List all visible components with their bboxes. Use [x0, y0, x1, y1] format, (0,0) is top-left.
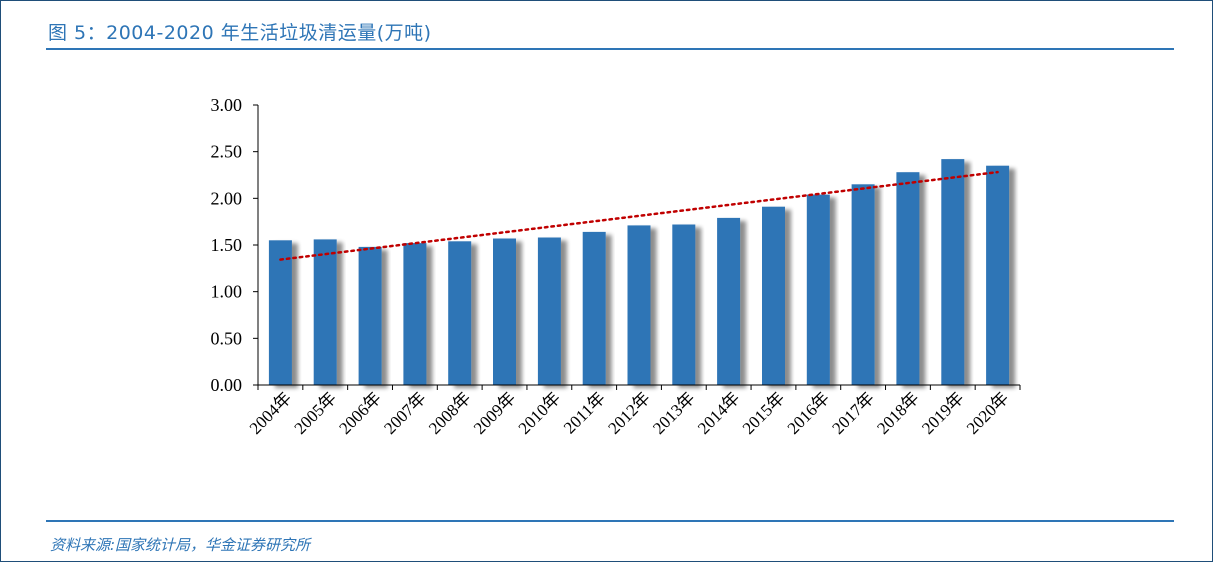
x-tick-label: 2020年 [963, 388, 1012, 437]
bar [268, 240, 292, 385]
bars-layer [268, 159, 1010, 385]
bar-chart: 0.000.501.001.502.002.503.002004年2005年20… [211, 95, 1021, 438]
bar [403, 243, 427, 385]
x-tick-label: 2011年 [560, 388, 609, 437]
trendline-layer [279, 170, 999, 261]
bar [313, 239, 337, 385]
x-tick-label: 2019年 [918, 388, 967, 437]
x-tick-label: 2017年 [828, 388, 877, 437]
x-tick-label: 2013年 [649, 388, 698, 437]
bar [717, 217, 741, 385]
bar [358, 246, 382, 385]
bar [806, 194, 830, 385]
bar [986, 165, 1010, 385]
bar [627, 225, 651, 385]
y-tick-label: 2.50 [211, 142, 243, 162]
x-tick-label: 2015年 [739, 388, 788, 437]
x-tick-label: 2016年 [784, 388, 833, 437]
x-tick-label: 2008年 [425, 388, 474, 437]
bar [448, 241, 472, 385]
x-tick-label: 2014年 [694, 388, 743, 437]
y-tick-label: 2.00 [211, 188, 243, 208]
y-tick-label: 0.50 [211, 328, 243, 348]
x-tick-label: 2007年 [380, 388, 429, 437]
bar [762, 206, 785, 385]
y-tick-label: 3.00 [211, 95, 243, 115]
y-tick-label: 1.00 [211, 282, 243, 302]
title-rule [46, 48, 1174, 50]
bar [896, 172, 920, 385]
source-note: 资料来源:国家统计局，华金证券研究所 [50, 536, 311, 554]
trendline [279, 170, 999, 261]
bar [672, 224, 696, 385]
x-tick-label: 2010年 [515, 388, 564, 437]
figure-title: 图 5：2004-2020 年生活垃圾清运量(万吨) [48, 22, 432, 44]
bar [537, 237, 561, 385]
bar [941, 159, 965, 385]
x-tick-label: 2004年 [246, 388, 295, 437]
bar [493, 238, 516, 385]
x-tick-label: 2006年 [335, 388, 384, 437]
y-tick-label: 1.50 [211, 235, 243, 255]
axes-layer [253, 104, 1021, 390]
x-tick-label: 2009年 [470, 388, 519, 437]
x-tick-label: 2012年 [604, 388, 653, 437]
x-tick-label: 2005年 [291, 388, 340, 437]
bar [851, 184, 875, 385]
source-rule [46, 520, 1174, 522]
y-tick-label: 0.00 [211, 375, 243, 395]
x-tick-label: 2018年 [873, 388, 922, 437]
bar [582, 231, 606, 385]
